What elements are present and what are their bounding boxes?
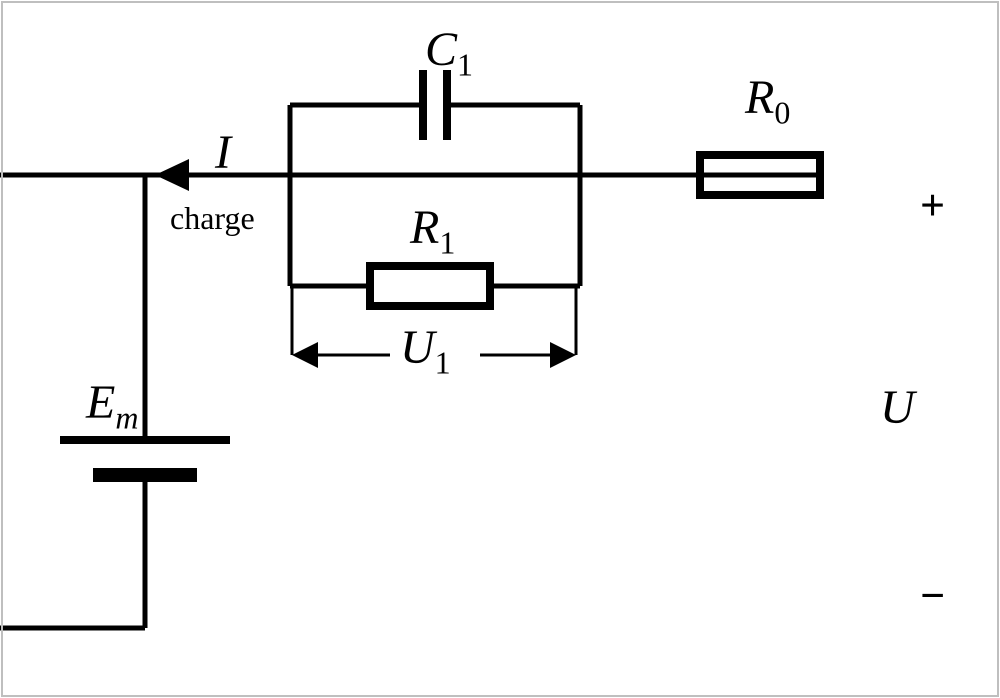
circuit-diagram: C1 R0 R1 U1 Em I charge U + − [0,0,1000,698]
label-C1: C1 [425,22,473,84]
label-R0: R0 [745,70,790,132]
minus-terminal-label: − [920,570,945,621]
label-Em: Em [86,375,138,437]
label-U1: U1 [400,320,451,382]
label-charge: charge [170,200,255,237]
circuit-svg [0,0,1000,698]
label-R1: R1 [410,200,455,262]
label-I: I [215,125,231,180]
plus-terminal-label: + [920,180,945,231]
label-U: U [880,380,915,435]
